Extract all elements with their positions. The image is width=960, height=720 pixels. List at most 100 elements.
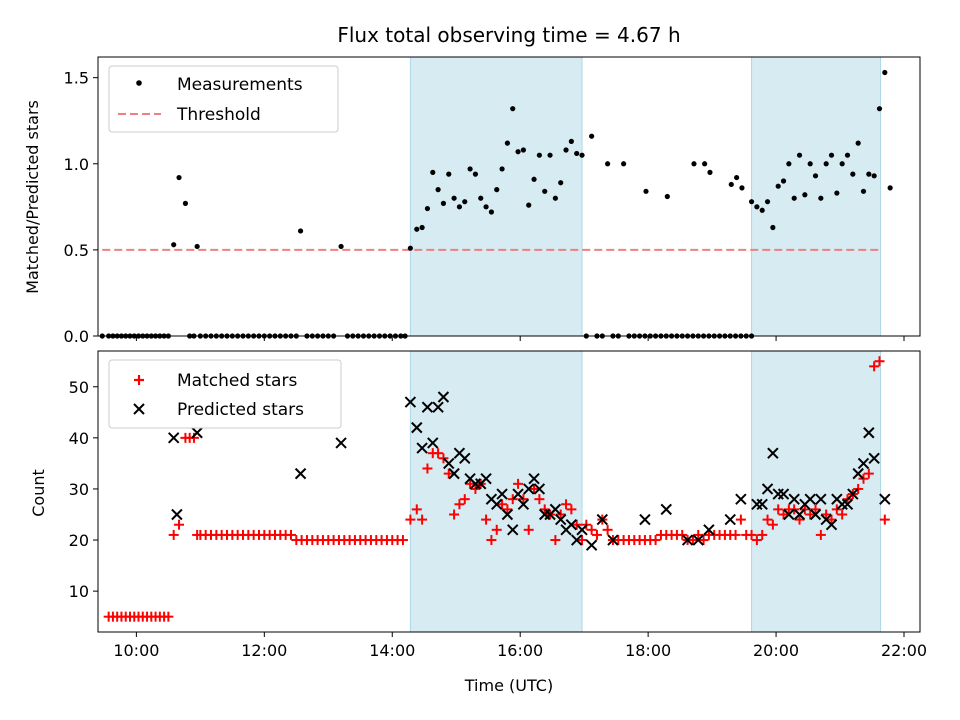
- matched-star-point: [810, 504, 821, 515]
- predicted-star-point: [421, 401, 434, 413]
- predicted-star-point: [167, 432, 180, 444]
- matched-star-point: [853, 483, 864, 494]
- matched-star-point: [497, 499, 508, 510]
- matched-star-point: [842, 494, 853, 505]
- matched-star-point: [397, 535, 408, 546]
- y-tick-label: 0.5: [64, 241, 89, 260]
- matched-star-point: [821, 509, 832, 520]
- measurement-point: [871, 173, 877, 179]
- predicted-star-point: [825, 519, 838, 531]
- measurement-point: [807, 161, 813, 167]
- predicted-star-point: [809, 508, 822, 521]
- matched-star-point: [550, 535, 561, 546]
- measurement-point: [802, 192, 808, 198]
- predicted-star-point: [404, 396, 417, 408]
- measurement-point: [451, 195, 457, 201]
- matched-star-point: [794, 514, 805, 525]
- measurement-point: [536, 152, 542, 158]
- x-tick-label: 12:00: [241, 641, 287, 660]
- y-tick-label: 0.0: [64, 327, 89, 346]
- measurement-point: [664, 193, 670, 200]
- matched-star-point: [799, 504, 810, 515]
- measurements-legend-label: Measurements: [177, 75, 303, 95]
- predicted-star-point: [523, 483, 535, 495]
- predicted-star-point: [724, 513, 736, 526]
- measurement-point: [748, 199, 755, 205]
- predicted-star-point: [496, 488, 508, 500]
- predicted-star-point: [857, 457, 870, 470]
- matched-star-point: [858, 473, 869, 484]
- measurement-point: [759, 207, 765, 213]
- measurement-point: [462, 199, 468, 205]
- matched-star-point: [826, 514, 837, 525]
- y-tick-label: 1.5: [64, 69, 89, 88]
- matched-star-point: [650, 535, 661, 546]
- matched-star-point: [789, 504, 800, 515]
- matched-star-point: [566, 504, 577, 515]
- matched-star-point: [465, 478, 476, 489]
- predicted-star-point: [756, 498, 768, 510]
- matched-star-point: [815, 529, 826, 540]
- matched-star-point: [831, 504, 842, 515]
- measurement-point: [435, 187, 441, 193]
- count-panel-frame: [97, 350, 921, 633]
- matched-star-point: [459, 494, 470, 505]
- measurement-point: [579, 152, 585, 158]
- measurement-point: [734, 174, 740, 181]
- predicted-star-point: [411, 421, 423, 434]
- predicted-star-point: [335, 437, 347, 449]
- measurement-point: [786, 161, 792, 167]
- measurement-point: [775, 183, 781, 189]
- predicted-star-point: [512, 488, 524, 500]
- x-axis-label: Time (UTC): [464, 676, 553, 695]
- matched-star-point: [502, 504, 513, 515]
- ratio-panel-y-ticks: 0.0 0.5 1.0 1.5: [64, 69, 98, 346]
- matched-star-point: [555, 509, 566, 520]
- measurement-point: [860, 188, 867, 194]
- measurement-point: [818, 195, 824, 201]
- measurement-point: [494, 187, 500, 193]
- measurement-point: [621, 161, 627, 167]
- measurement-point: [844, 152, 851, 158]
- measurement-point: [739, 185, 745, 191]
- measurement-point: [589, 133, 595, 139]
- predicted-star-point: [427, 437, 439, 449]
- predicted-star-point: [528, 473, 540, 485]
- matched-star-point: [174, 519, 185, 530]
- measurement-point: [467, 166, 473, 172]
- matched-star-point: [677, 529, 688, 540]
- measurements-legend-marker: [136, 80, 142, 86]
- measurement-point: [515, 149, 521, 155]
- measurement-point: [887, 185, 893, 191]
- predicted-star-point: [171, 508, 183, 521]
- predicted-star-point: [804, 493, 816, 505]
- predicted-star-point: [596, 513, 608, 526]
- matched-star-point: [746, 529, 757, 540]
- matched-star-point: [405, 514, 416, 525]
- matched-star-point: [518, 494, 529, 505]
- matched-star-point: [735, 514, 746, 525]
- measurement-point: [764, 199, 771, 205]
- predicted-star-point: [517, 498, 530, 510]
- predicted-star-point: [480, 473, 492, 485]
- measurement-point: [488, 209, 495, 215]
- measurement-point: [526, 202, 532, 208]
- observing-window-band: [409, 350, 583, 633]
- predicted-legend-marker: [133, 403, 145, 415]
- observing-windows: [409, 56, 882, 337]
- matched-star-point: [417, 514, 428, 525]
- predicted-star-point: [761, 483, 774, 495]
- y-tick-label: 20: [69, 531, 89, 550]
- measurement-point: [876, 106, 883, 112]
- measurement-point: [446, 171, 452, 177]
- count-legend-box: [108, 359, 342, 429]
- measurement-point: [440, 200, 447, 206]
- matched-star-point: [561, 499, 572, 510]
- measurement-point: [531, 176, 537, 182]
- matched-star-point: [470, 483, 481, 494]
- y-tick-label: 50: [69, 378, 89, 397]
- matched-star-point: [577, 535, 588, 546]
- matched-star-point: [422, 463, 433, 474]
- matched-star-point: [534, 494, 545, 505]
- predicted-star-point: [793, 508, 806, 521]
